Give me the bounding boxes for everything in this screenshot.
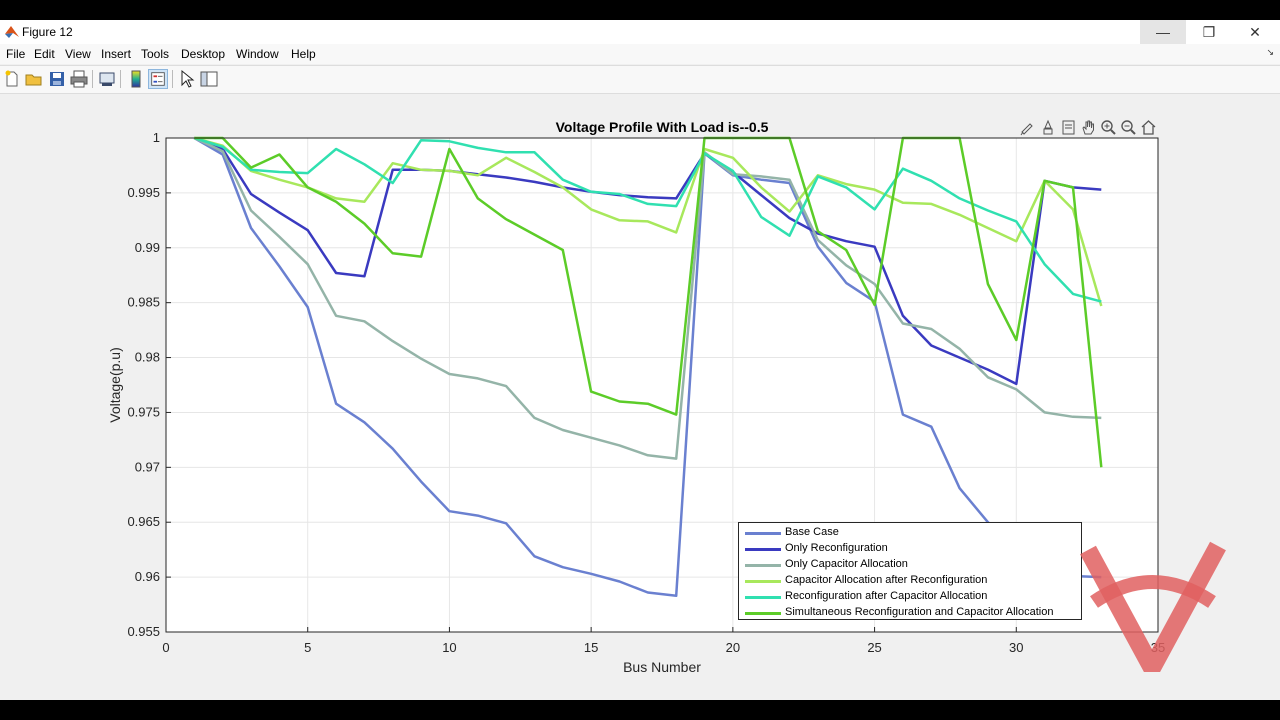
x-tick-label: 25	[867, 640, 881, 655]
menu-bar: File Edit View Insert Tools Desktop Wind…	[0, 44, 1280, 64]
legend-swatch	[745, 532, 781, 535]
watermark-logo-icon	[1080, 541, 1226, 672]
minimize-button[interactable]: —	[1140, 20, 1186, 44]
toolbar-separator	[120, 70, 121, 88]
open-file-icon[interactable]	[24, 69, 44, 89]
series-line-4	[193, 136, 1102, 303]
y-tick-label: 0.99	[135, 240, 160, 255]
axes-box	[165, 137, 1159, 633]
toolbar-separator	[92, 70, 93, 88]
legend-entry-reconf-after-capacitor: Reconfiguration after Capacitor Allocati…	[739, 589, 1081, 605]
y-tick-label: 0.965	[127, 514, 160, 529]
y-tick-label: 0.975	[127, 404, 160, 419]
toolbar-separator	[172, 70, 173, 88]
legend-label: Reconfiguration after Capacitor Allocati…	[785, 590, 988, 602]
figure-toolbar	[0, 65, 1280, 94]
property-inspector-icon[interactable]	[199, 69, 219, 89]
legend-entry-capacitor-after-reconf: Capacitor Allocation after Reconfigurati…	[739, 573, 1081, 589]
series-line-0	[193, 136, 1102, 598]
matlab-logo-icon	[5, 26, 19, 38]
dock-arrow-icon[interactable]: ↘	[1266, 47, 1274, 57]
menu-insert[interactable]: Insert	[101, 47, 132, 61]
y-tick-label: 0.97	[135, 459, 160, 474]
edit-plot-icon[interactable]	[177, 69, 197, 89]
close-button[interactable]: ✕	[1249, 24, 1261, 40]
brush-icon[interactable]	[1019, 119, 1036, 136]
legend-label: Base Case	[785, 526, 839, 538]
pan-icon[interactable]	[1080, 119, 1097, 136]
series-line-3	[193, 136, 1103, 307]
legend-swatch	[745, 564, 781, 567]
legend-label: Only Reconfiguration	[785, 542, 888, 554]
zoom-out-icon[interactable]	[1120, 119, 1137, 136]
y-tick-label: 0.96	[135, 569, 160, 584]
menu-edit[interactable]: Edit	[34, 47, 55, 61]
x-tick-label: 20	[726, 640, 740, 655]
save-icon[interactable]	[47, 69, 67, 89]
window-title: Figure 12	[22, 25, 73, 39]
x-tick-label: 0	[162, 640, 169, 655]
menu-desktop[interactable]: Desktop	[181, 47, 226, 61]
legend-entry-base-case: Base Case	[739, 525, 1081, 541]
menu-file[interactable]: File	[6, 47, 26, 61]
chart-legend[interactable]: Base Case Only Reconfiguration Only Capa…	[738, 522, 1082, 620]
menu-view[interactable]: View	[65, 47, 91, 61]
y-tick-label: 1	[153, 130, 160, 145]
legend-swatch	[745, 548, 781, 551]
series-line-1	[193, 136, 1102, 386]
x-tick-label: 5	[304, 640, 311, 655]
x-tick-label: 10	[442, 640, 456, 655]
y-tick-label: 0.995	[127, 185, 160, 200]
y-tick-label: 0.955	[127, 624, 160, 639]
y-tick-label: 0.985	[127, 295, 160, 310]
title-bar: Figure 12 — ❐ ✕	[0, 20, 1280, 44]
home-icon[interactable]	[1140, 119, 1157, 136]
legend-swatch	[745, 580, 781, 583]
menu-help[interactable]: Help	[291, 47, 316, 61]
insert-colorbar-icon[interactable]	[126, 69, 146, 89]
export-icon[interactable]	[1060, 119, 1077, 136]
series-line-2	[193, 136, 1102, 460]
insert-legend-icon[interactable]	[148, 69, 168, 89]
link-plot-icon[interactable]	[97, 69, 117, 89]
legend-entry-only-capacitor: Only Capacitor Allocation	[739, 557, 1081, 573]
legend-swatch	[745, 612, 781, 615]
x-axis-label: Bus Number	[623, 659, 701, 675]
new-figure-icon[interactable]	[2, 69, 22, 89]
x-tick-label: 15	[584, 640, 598, 655]
print-icon[interactable]	[69, 69, 89, 89]
y-tick-label: 0.98	[135, 350, 160, 365]
data-tip-icon[interactable]	[1040, 119, 1057, 136]
zoom-in-icon[interactable]	[1100, 119, 1117, 136]
legend-label: Simultaneous Reconfiguration and Capacit…	[785, 606, 1054, 618]
chart-title: Voltage Profile With Load is--0.5	[556, 119, 769, 135]
legend-label: Only Capacitor Allocation	[785, 558, 908, 570]
legend-entry-only-reconfiguration: Only Reconfiguration	[739, 541, 1081, 557]
legend-entry-simultaneous: Simultaneous Reconfiguration and Capacit…	[739, 605, 1081, 621]
legend-label: Capacitor Allocation after Reconfigurati…	[785, 574, 988, 586]
x-tick-label: 30	[1009, 640, 1023, 655]
menu-tools[interactable]: Tools	[141, 47, 170, 61]
menu-window[interactable]: Window	[236, 47, 279, 61]
legend-swatch	[745, 596, 781, 599]
restore-button[interactable]: ❐	[1202, 24, 1216, 40]
y-axis-label: Voltage(p.u)	[107, 347, 123, 423]
